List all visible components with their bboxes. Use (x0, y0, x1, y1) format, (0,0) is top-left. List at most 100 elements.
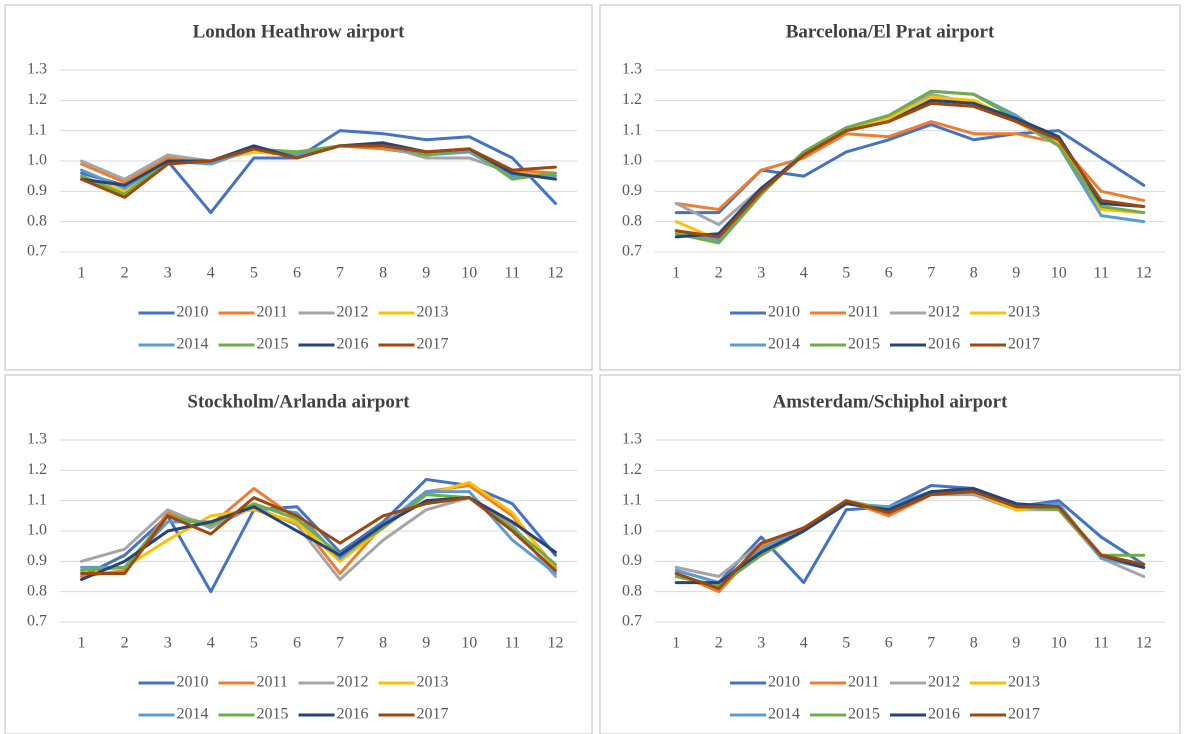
y-tick-label: 1.2 (622, 461, 642, 478)
y-tick-label: 0.9 (622, 182, 642, 199)
x-tick-label: 11 (1094, 635, 1109, 652)
legend-label: 2010 (177, 304, 209, 321)
x-tick-label: 7 (927, 265, 935, 282)
series-line (674, 490, 1146, 591)
x-tick-label: 10 (1051, 635, 1067, 652)
legend-label: 2015 (848, 336, 880, 353)
x-tick-label: 2 (121, 265, 129, 282)
series-line (674, 484, 1146, 585)
legend-label: 2016 (337, 336, 369, 353)
y-tick-label: 1.3 (27, 61, 47, 78)
x-tick-label: 9 (422, 635, 430, 652)
x-tick-label: 1 (672, 265, 680, 282)
x-tick-label: 2 (715, 635, 723, 652)
legend-label: 2014 (768, 706, 800, 723)
panel (599, 374, 1181, 734)
legend-label: 2017 (1008, 336, 1040, 353)
x-tick-label: 12 (1136, 635, 1152, 652)
y-tick-label: 1.1 (622, 491, 642, 508)
y-tick-label: 1.2 (622, 91, 642, 108)
legend-label: 2014 (177, 336, 209, 353)
x-tick-label: 1 (78, 265, 86, 282)
y-tick-label: 0.7 (27, 243, 47, 260)
y-tick-label: 1.2 (27, 461, 47, 478)
x-tick-label: 8 (970, 265, 978, 282)
x-tick-label: 3 (164, 265, 172, 282)
chart-title: Amsterdam/Schiphol airport (773, 391, 1009, 412)
x-tick-label: 1 (672, 635, 680, 652)
legend-label: 2013 (417, 304, 449, 321)
y-tick-label: 0.9 (622, 552, 642, 569)
legend-label: 2014 (768, 336, 800, 353)
y-tick-label: 0.7 (622, 243, 642, 260)
x-tick-label: 10 (461, 265, 477, 282)
x-tick-label: 7 (336, 265, 344, 282)
x-tick-label: 11 (505, 265, 520, 282)
series-line (674, 89, 1146, 245)
legend-label: 2013 (1008, 674, 1040, 691)
x-tick-label: 6 (885, 265, 893, 282)
legend-label: 2010 (177, 674, 209, 691)
legend-label: 2013 (1008, 304, 1040, 321)
x-tick-label: 5 (842, 265, 850, 282)
x-tick-label: 2 (715, 265, 723, 282)
legend-label: 2013 (417, 674, 449, 691)
y-tick-label: 0.8 (622, 212, 642, 229)
x-tick-label: 5 (250, 635, 258, 652)
x-tick-label: 3 (164, 635, 172, 652)
legend-label: 2015 (257, 336, 289, 353)
y-tick-label: 1.3 (622, 61, 642, 78)
x-tick-label: 4 (800, 635, 808, 652)
x-tick-label: 12 (547, 265, 563, 282)
y-tick-label: 0.8 (622, 582, 642, 599)
x-tick-label: 11 (1094, 265, 1109, 282)
y-tick-label: 0.9 (27, 552, 47, 569)
x-tick-label: 8 (970, 635, 978, 652)
x-tick-label: 9 (1012, 635, 1020, 652)
x-tick-label: 12 (1136, 265, 1152, 282)
legend-label: 2017 (1008, 706, 1040, 723)
y-tick-label: 1.0 (27, 522, 47, 539)
chart-title: Stockholm/Arlanda airport (187, 391, 410, 412)
x-tick-label: 7 (927, 635, 935, 652)
x-tick-label: 6 (293, 265, 301, 282)
x-tick-label: 1 (78, 635, 86, 652)
x-tick-label: 7 (336, 635, 344, 652)
x-tick-label: 3 (757, 635, 765, 652)
x-tick-label: 4 (207, 635, 215, 652)
x-tick-label: 4 (207, 265, 215, 282)
legend-label: 2017 (417, 706, 449, 723)
x-tick-label: 3 (757, 265, 765, 282)
legend-label: 2016 (928, 336, 960, 353)
series-line (80, 496, 557, 575)
x-tick-label: 12 (547, 635, 563, 652)
y-tick-label: 1.0 (622, 152, 642, 169)
chart-title: London Heathrow airport (193, 21, 406, 42)
y-tick-label: 0.7 (622, 613, 642, 630)
legend-label: 2010 (768, 674, 800, 691)
legend-label: 2011 (848, 674, 879, 691)
x-tick-label: 10 (1051, 265, 1067, 282)
y-tick-label: 1.3 (622, 431, 642, 448)
y-tick-label: 1.1 (622, 121, 642, 138)
legend-label: 2011 (848, 304, 879, 321)
y-tick-label: 1.0 (27, 152, 47, 169)
legend-label: 2011 (257, 304, 288, 321)
legend-label: 2017 (417, 336, 449, 353)
y-tick-label: 1.1 (27, 491, 47, 508)
x-tick-label: 6 (293, 635, 301, 652)
y-tick-label: 0.8 (27, 582, 47, 599)
legend-label: 2012 (337, 674, 369, 691)
x-tick-label: 5 (250, 265, 258, 282)
x-tick-label: 11 (505, 635, 520, 652)
legend-label: 2016 (337, 706, 369, 723)
x-tick-label: 6 (885, 635, 893, 652)
x-tick-label: 9 (422, 265, 430, 282)
x-tick-label: 2 (121, 635, 129, 652)
y-tick-label: 1.2 (27, 91, 47, 108)
x-tick-label: 8 (379, 635, 387, 652)
y-tick-label: 0.9 (27, 182, 47, 199)
y-tick-label: 1.3 (27, 431, 47, 448)
series-line (80, 144, 557, 199)
